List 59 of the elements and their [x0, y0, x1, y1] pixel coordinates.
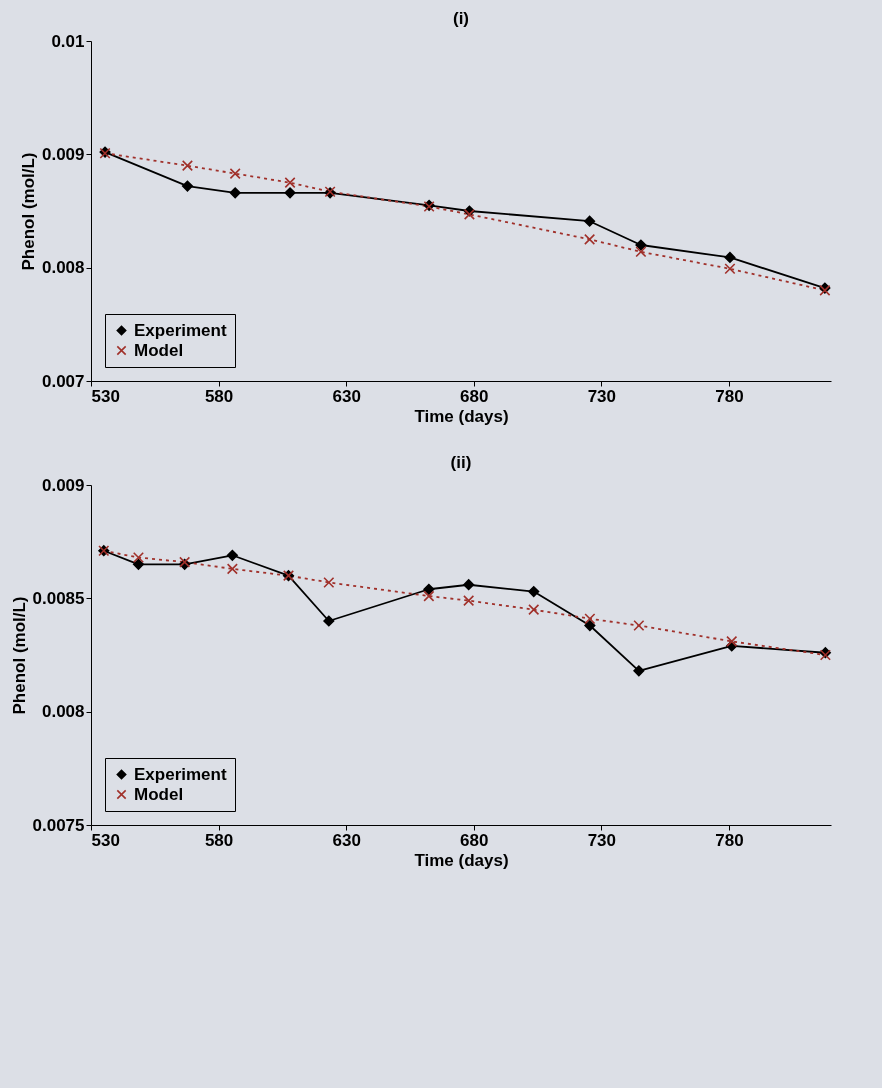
- point: [724, 251, 736, 264]
- point: [633, 619, 645, 632]
- x-tick-label: 680: [460, 386, 489, 406]
- point: [635, 246, 647, 258]
- y-tick-label: 0.0085: [32, 588, 85, 608]
- x-tick-label: 680: [460, 830, 489, 850]
- point: [633, 665, 645, 677]
- y-tick-label: 0.009: [41, 475, 85, 495]
- point: [226, 549, 238, 561]
- y-tick-label: 0.007: [41, 371, 85, 391]
- point: [323, 615, 335, 627]
- x-tick-label: 780: [715, 386, 744, 406]
- point: [132, 551, 145, 564]
- point: [584, 619, 596, 632]
- y-tick-label: 0.009: [41, 144, 85, 164]
- point: [229, 187, 241, 199]
- legend-label: Experiment: [134, 764, 227, 784]
- point: [528, 585, 540, 598]
- x-tick-label: 730: [587, 386, 617, 406]
- legend-label: Model: [134, 340, 184, 360]
- x-tick-label: 580: [204, 830, 234, 850]
- y-tick-label: 0.01: [51, 31, 85, 51]
- chart-title: (i): [452, 9, 470, 28]
- x-tick-label: 530: [91, 830, 120, 850]
- point: [584, 613, 596, 625]
- x-axis-title: Time (days): [414, 406, 509, 426]
- y-axis-title: Phenol (mol/L): [18, 152, 38, 271]
- x-tick-label: 630: [332, 386, 361, 406]
- point: [226, 563, 238, 575]
- y-tick-label: 0.008: [41, 258, 85, 278]
- x-axis-title: Time (days): [414, 850, 509, 870]
- y-tick-label: 0.0075: [32, 815, 85, 835]
- point: [181, 180, 193, 192]
- point: [181, 160, 193, 172]
- point: [635, 239, 647, 251]
- point: [284, 177, 296, 189]
- x-tick-label: 580: [204, 386, 234, 406]
- x-tick-label: 730: [587, 830, 617, 850]
- point: [584, 233, 596, 245]
- point: [423, 590, 435, 602]
- point: [423, 583, 435, 595]
- point: [323, 576, 335, 589]
- chart-title: (ii): [450, 453, 472, 472]
- point: [463, 579, 475, 591]
- x-tick-label: 530: [91, 386, 120, 406]
- point: [229, 168, 241, 180]
- y-axis-title: Phenol (mol/L): [9, 596, 29, 715]
- point: [724, 263, 736, 275]
- legend-label: Model: [134, 784, 184, 804]
- x-tick-label: 780: [715, 830, 744, 850]
- point: [284, 187, 296, 199]
- point: [132, 558, 145, 570]
- point: [726, 635, 738, 647]
- point: [463, 595, 475, 607]
- legend-label: Experiment: [134, 320, 227, 340]
- point: [584, 215, 596, 227]
- y-tick-label: 0.008: [41, 702, 85, 722]
- point: [528, 604, 540, 616]
- x-tick-label: 630: [332, 830, 361, 850]
